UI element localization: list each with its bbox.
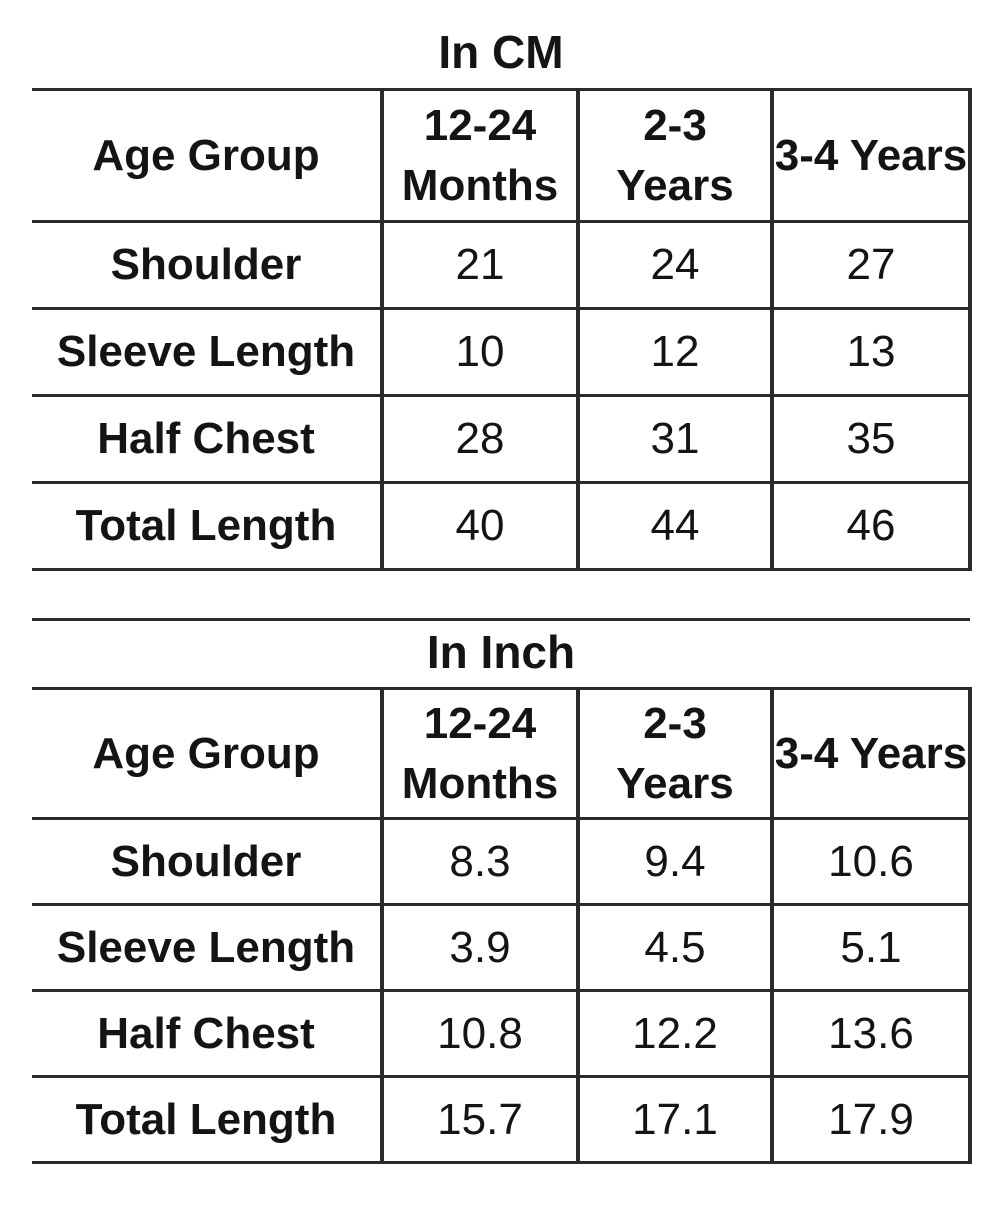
- table-row-half-chest: Half Chest 28 31 35: [32, 394, 972, 484]
- row-label-total-length: Total Length: [32, 1075, 384, 1164]
- value-cell: 17.9: [770, 1075, 972, 1164]
- table-row-total-length: Total Length 15.7 17.1 17.9: [32, 1075, 972, 1164]
- row-label-total-length: Total Length: [32, 481, 384, 571]
- table-row-shoulder: Shoulder 21 24 27: [32, 220, 972, 310]
- value-cell: 5.1: [770, 903, 972, 992]
- value-cell: 8.3: [380, 817, 580, 906]
- value-cell: 12.2: [576, 989, 774, 1078]
- row-label-half-chest: Half Chest: [32, 989, 384, 1078]
- table-row-half-chest: Half Chest 10.8 12.2 13.6: [32, 989, 972, 1078]
- value-cell: 17.1: [576, 1075, 774, 1164]
- header-cell-2-3-years: 2-3 Years: [576, 687, 774, 820]
- value-cell: 44: [576, 481, 774, 571]
- size-table-cm: Age Group 12-24 Months 2-3 Years 3-4 Yea…: [32, 88, 972, 571]
- value-cell: 3.9: [380, 903, 580, 992]
- value-cell: 13: [770, 307, 972, 397]
- size-table-inch: Age Group 12-24 Months 2-3 Years 3-4 Yea…: [32, 687, 972, 1164]
- value-cell: 35: [770, 394, 972, 484]
- table-row-shoulder: Shoulder 8.3 9.4 10.6: [32, 817, 972, 906]
- value-cell: 12: [576, 307, 774, 397]
- header-cell-12-24-months: 12-24 Months: [380, 88, 580, 223]
- header-cell-age-group: Age Group: [32, 687, 384, 820]
- value-cell: 4.5: [576, 903, 774, 992]
- value-cell: 10.8: [380, 989, 580, 1078]
- table-row-sleeve-length: Sleeve Length 10 12 13: [32, 307, 972, 397]
- header-row: Age Group 12-24 Months 2-3 Years 3-4 Yea…: [32, 88, 972, 223]
- table-row-total-length: Total Length 40 44 46: [32, 481, 972, 571]
- header-cell-age-group: Age Group: [32, 88, 384, 223]
- header-cell-12-24-months: 12-24 Months: [380, 687, 580, 820]
- value-cell: 21: [380, 220, 580, 310]
- value-cell: 27: [770, 220, 972, 310]
- row-label-shoulder: Shoulder: [32, 220, 384, 310]
- cm-table-title: In CM: [438, 26, 564, 78]
- inch-table-title: In Inch: [426, 626, 576, 678]
- table-row-sleeve-length: Sleeve Length 3.9 4.5 5.1: [32, 903, 972, 992]
- value-cell: 24: [576, 220, 774, 310]
- size-chart-page: In CM Age Group 12-24 Months 2-3 Years 3…: [32, 0, 972, 1164]
- row-label-sleeve-length: Sleeve Length: [32, 307, 384, 397]
- value-cell: 15.7: [380, 1075, 580, 1164]
- header-cell-3-4-years: 3-4 Years: [770, 88, 972, 223]
- header-row: Age Group 12-24 Months 2-3 Years 3-4 Yea…: [32, 687, 972, 820]
- row-label-shoulder: Shoulder: [32, 817, 384, 906]
- header-cell-2-3-years: 2-3 Years: [576, 88, 774, 223]
- value-cell: 31: [576, 394, 774, 484]
- value-cell: 46: [770, 481, 972, 571]
- header-cell-3-4-years: 3-4 Years: [770, 687, 972, 820]
- value-cell: 10.6: [770, 817, 972, 906]
- value-cell: 40: [380, 481, 580, 571]
- value-cell: 28: [380, 394, 580, 484]
- row-label-sleeve-length: Sleeve Length: [32, 903, 384, 992]
- value-cell: 9.4: [576, 817, 774, 906]
- value-cell: 10: [380, 307, 580, 397]
- row-label-half-chest: Half Chest: [32, 394, 384, 484]
- value-cell: 13.6: [770, 989, 972, 1078]
- section-divider-line: [32, 618, 970, 621]
